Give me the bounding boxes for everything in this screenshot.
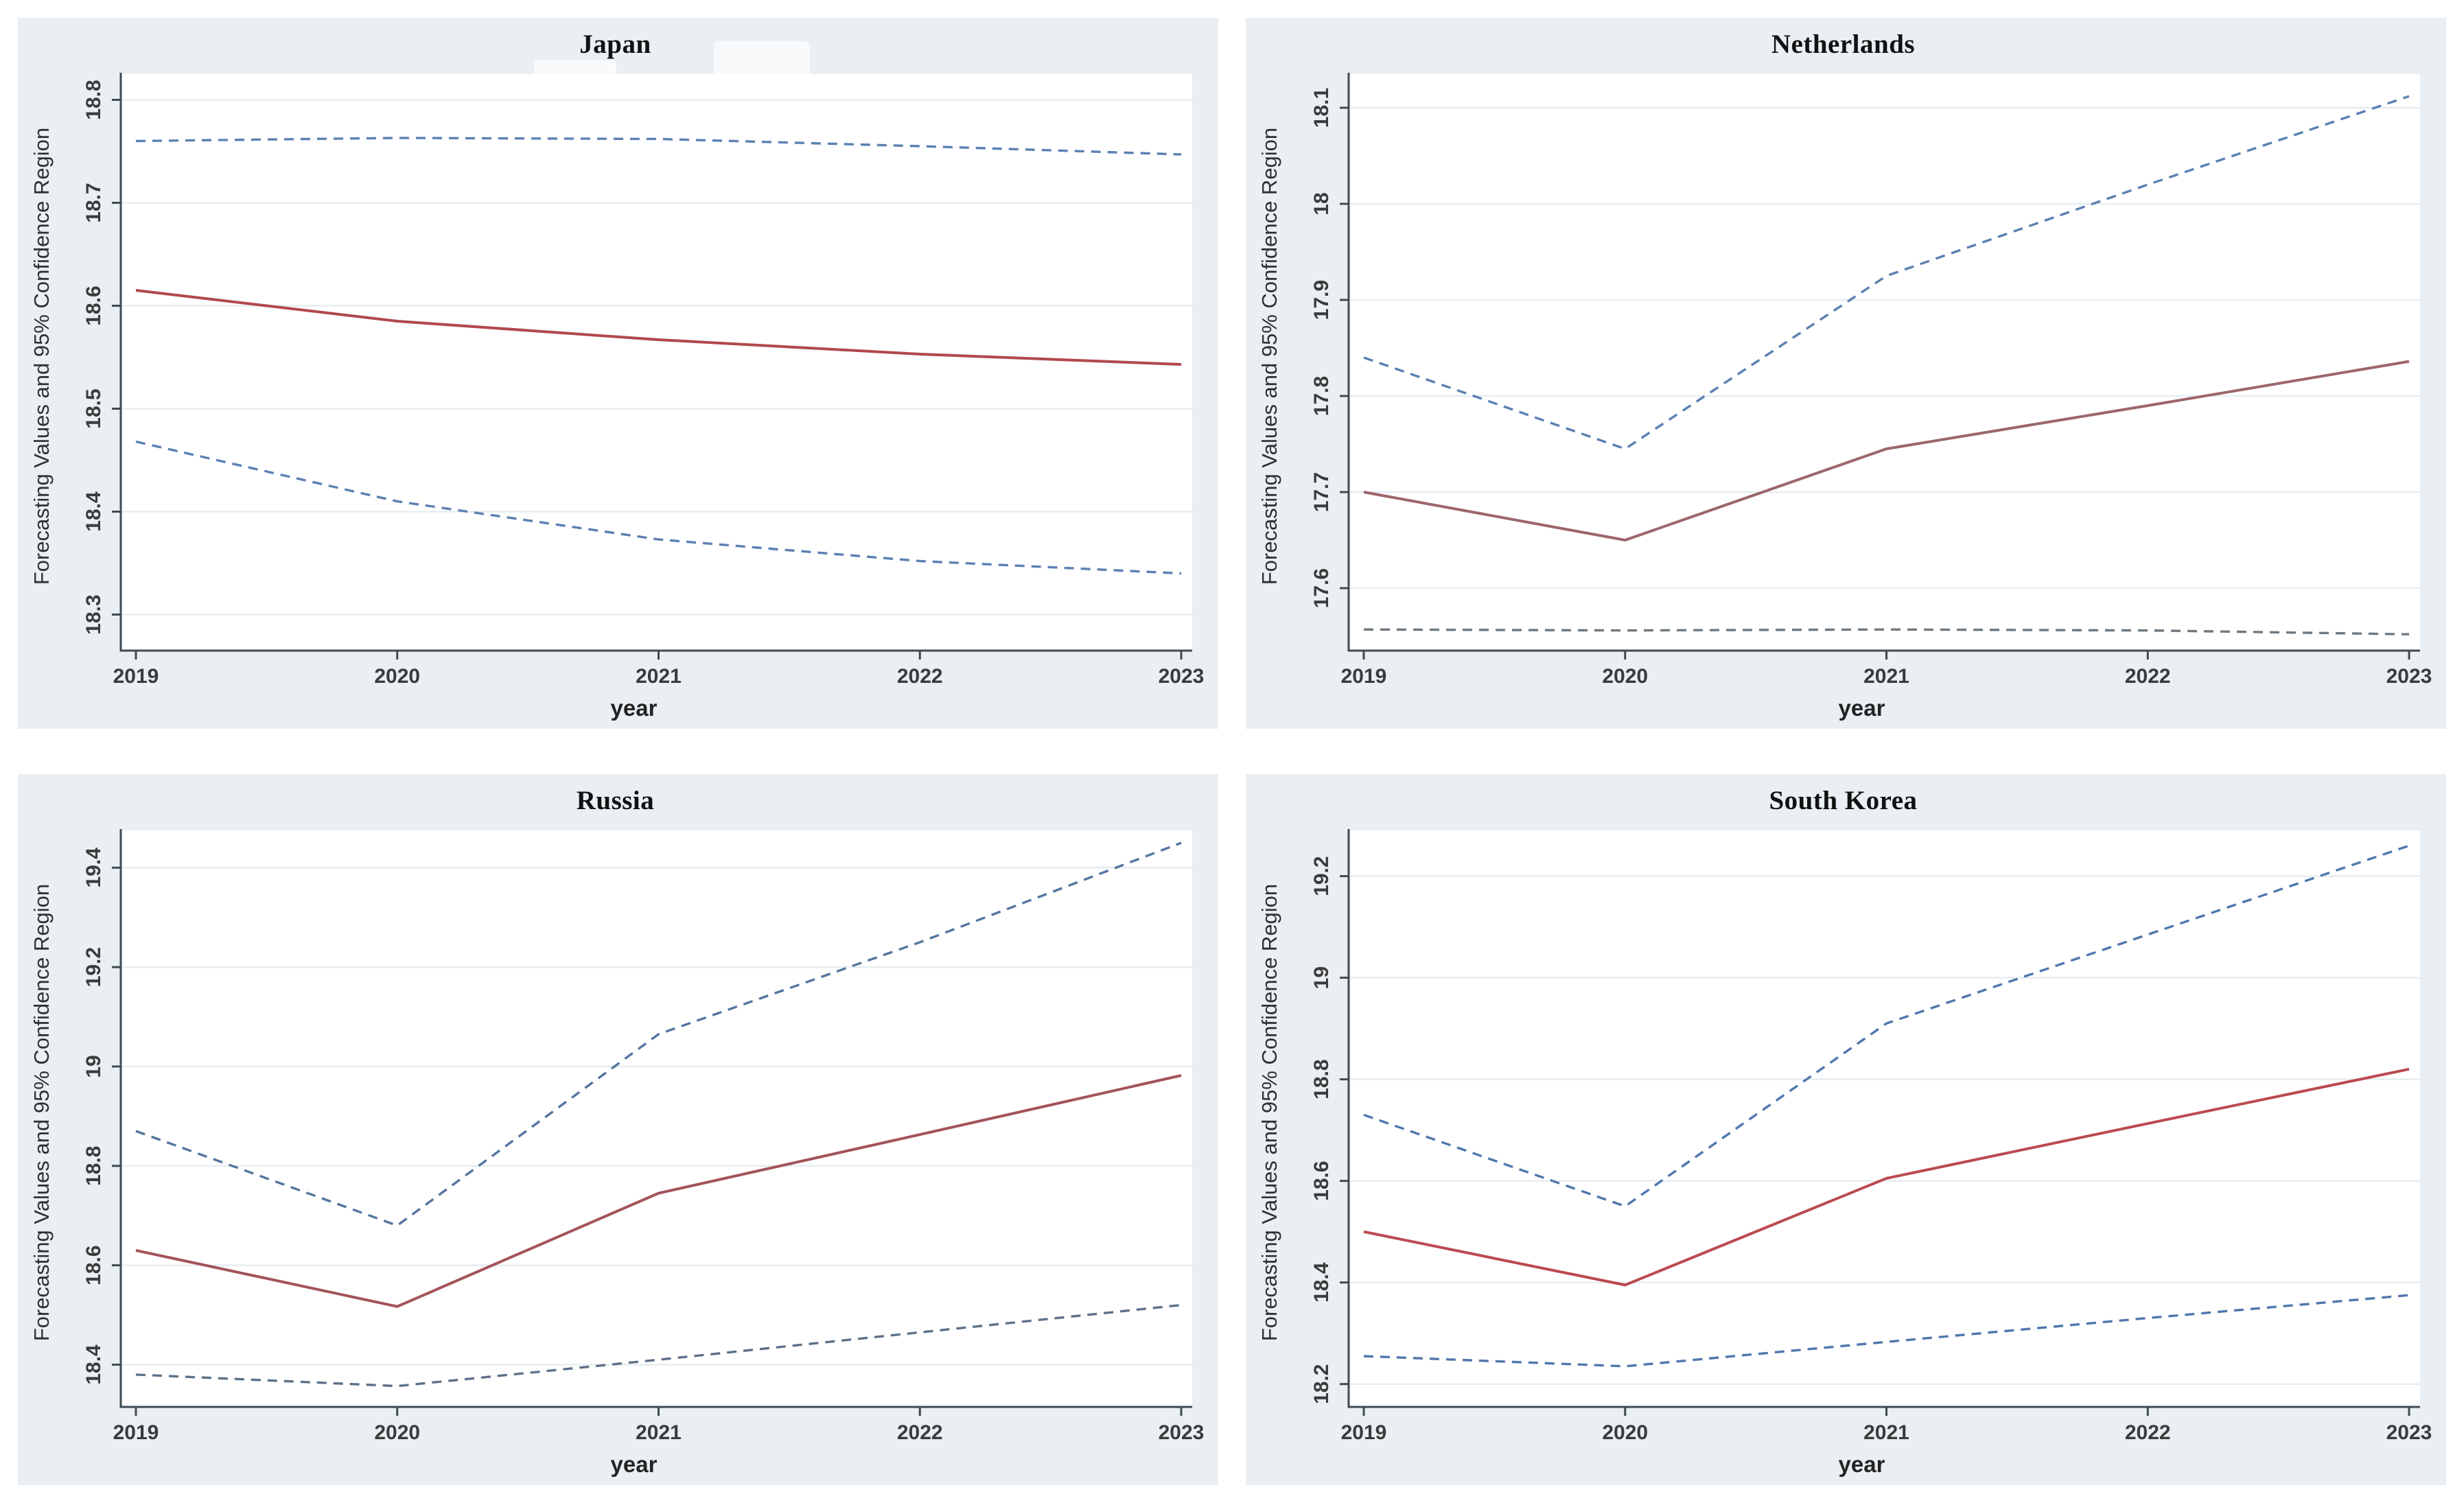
y-tick-label: 17.6 — [1310, 568, 1333, 608]
chart-panel-japan: Japan Forecasting Values and 95% Confide… — [18, 18, 1218, 729]
x-tick-label: 2021 — [636, 1421, 682, 1444]
plot-area — [1349, 74, 2420, 651]
y-tick-label: 18.6 — [82, 286, 105, 325]
series-line-upper-95ci — [1363, 95, 2410, 450]
y-tick-label: 18.6 — [82, 1245, 105, 1285]
chart-title-netherlands: Netherlands — [1771, 29, 1916, 59]
x-tick-label: 2019 — [1341, 1421, 1387, 1444]
x-axis-label: year — [610, 695, 658, 721]
y-axis-label: Forecasting Values and 95% Confidence Re… — [1257, 127, 1281, 585]
chart-canvas-netherlands: 17.6 17.7 17.8 17.9 18 18.1 2019 2020 2021 2022 20… — [1310, 73, 2432, 688]
plot-wrap: Forecasting Values and 95% Confidence Re… — [1251, 63, 2435, 693]
plot-wrap: Forecasting Values and 95% Confidence Re… — [1251, 819, 2435, 1449]
x-tick-label: 2022 — [897, 665, 943, 688]
x-tick-label: 2020 — [1602, 1421, 1648, 1444]
series-line-point-forecast — [1363, 360, 2410, 541]
y-tick-label: 18.8 — [1310, 1059, 1333, 1099]
y-tick-label: 18.4 — [1310, 1262, 1333, 1303]
x-tick-label: 2020 — [1602, 665, 1648, 688]
chart-panel-russia: Russia Forecasting Values and 95% Confid… — [18, 774, 1218, 1485]
series-line-lower-95ci — [135, 1303, 1182, 1388]
y-tick-label: 19.2 — [1310, 856, 1333, 896]
chart-title-russia: Russia — [576, 785, 655, 815]
y-tick-label: 17.8 — [1310, 376, 1333, 416]
y-tick-label: 18.1 — [1310, 88, 1333, 128]
y-axis-label: Forecasting Values and 95% Confidence Re… — [30, 883, 54, 1342]
series-line-point-forecast — [135, 1074, 1182, 1308]
y-tick-label: 18 — [1310, 192, 1333, 215]
y-tick-label: 18.5 — [82, 388, 105, 428]
y-tick-label: 18.4 — [82, 1344, 105, 1385]
x-tick-label: 2020 — [374, 665, 420, 688]
x-tick-label: 2019 — [113, 1421, 159, 1444]
y-axis-label: Forecasting Values and 95% Confidence Re… — [30, 127, 54, 585]
y-tick-label: 17.9 — [1310, 280, 1333, 320]
chart-canvas-south-korea: 18.2 18.4 18.6 18.8 19 19.2 2019 2020 2021 2022 20… — [1310, 829, 2432, 1444]
series-line-upper-95ci — [135, 841, 1182, 1227]
plot-area — [121, 74, 1192, 651]
chart-panel-netherlands: Netherlands Forecasting Values and 95% C… — [1246, 18, 2446, 729]
series-line-point-forecast — [135, 289, 1182, 366]
y-tick-label: 19 — [82, 1055, 105, 1077]
plot-wrap: Forecasting Values and 95% Confidence Re… — [23, 819, 1207, 1449]
series-line-lower-95ci — [1363, 1294, 2410, 1368]
y-tick-label: 18.3 — [82, 594, 105, 634]
x-axis-label: year — [1838, 1452, 1885, 1477]
chart-title-japan: Japan — [579, 29, 651, 59]
y-tick-label: 18.7 — [82, 183, 105, 222]
y-tick-label: 17.7 — [1310, 472, 1333, 512]
y-tick-label: 19.2 — [82, 947, 105, 987]
x-tick-label: 2022 — [2125, 1421, 2171, 1444]
plot-area — [1349, 830, 2420, 1407]
x-tick-label: 2022 — [2125, 665, 2171, 688]
x-axis-label: year — [1838, 695, 1885, 721]
y-axis-label: Forecasting Values and 95% Confidence Re… — [1257, 883, 1281, 1342]
chart-title-south-korea: South Korea — [1769, 785, 1918, 815]
x-tick-label: 2023 — [1159, 1421, 1205, 1444]
y-tick-label: 18.2 — [1310, 1364, 1333, 1404]
series-line-point-forecast — [1363, 1067, 2410, 1287]
x-tick-label: 2021 — [1863, 1421, 1909, 1444]
x-tick-label: 2021 — [636, 665, 682, 688]
series-line-upper-95ci — [1363, 844, 2410, 1208]
x-tick-label: 2023 — [2386, 665, 2432, 688]
x-tick-label: 2020 — [374, 1421, 420, 1444]
series-line-lower-95ci — [1363, 628, 2410, 636]
chart-canvas-japan: 18.3 18.4 18.5 18.6 18.7 18.8 2019 2020 2021 2022… — [82, 73, 1205, 688]
series-line-lower-95ci — [135, 440, 1182, 575]
plot-wrap: Forecasting Values and 95% Confidence Re… — [23, 63, 1207, 693]
plot-area — [121, 830, 1192, 1407]
x-tick-label: 2022 — [897, 1421, 943, 1444]
x-tick-label: 2023 — [1159, 665, 1205, 688]
x-tick-label: 2023 — [2386, 1421, 2432, 1444]
series-line-upper-95ci — [135, 137, 1182, 156]
x-tick-label: 2019 — [1341, 665, 1387, 688]
y-tick-label: 18.6 — [1310, 1161, 1333, 1200]
chart-panel-south-korea: South Korea Forecasting Values and 95% C… — [1246, 774, 2446, 1485]
x-tick-label: 2021 — [1863, 665, 1909, 688]
x-axis-label: year — [610, 1452, 658, 1477]
y-tick-label: 18.4 — [82, 491, 105, 532]
y-tick-label: 19.4 — [82, 848, 105, 888]
chart-canvas-russia: 18.4 18.6 18.8 19 19.2 19.4 2019 2020 2021 2022 20… — [82, 829, 1205, 1444]
y-tick-label: 19 — [1310, 966, 1333, 989]
x-tick-label: 2019 — [113, 665, 159, 688]
y-tick-label: 18.8 — [82, 1146, 105, 1186]
y-tick-label: 18.8 — [82, 80, 105, 119]
